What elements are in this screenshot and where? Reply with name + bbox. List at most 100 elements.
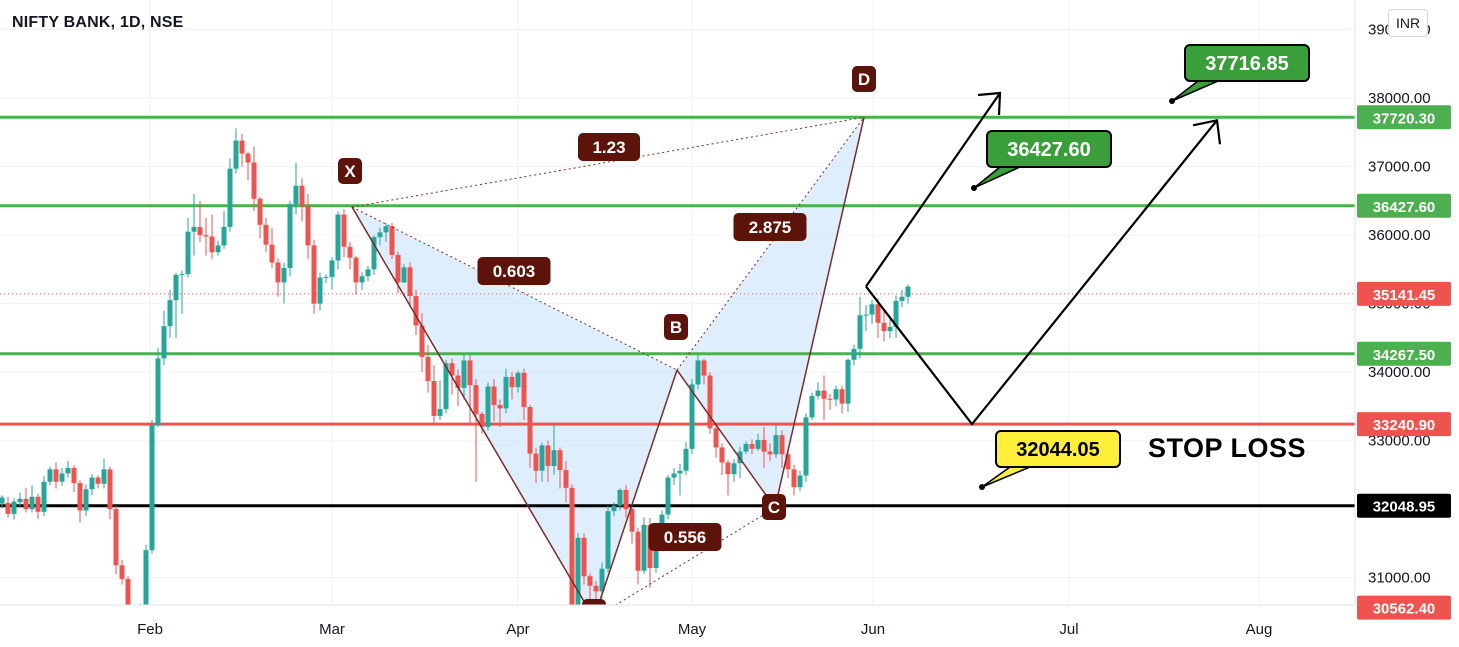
candle-body xyxy=(431,381,437,416)
svg-text:X: X xyxy=(344,162,356,181)
svg-text:35141.45: 35141.45 xyxy=(1373,287,1436,304)
price-callouts: 37716.85 36427.60 32044.05 xyxy=(971,44,1310,490)
harmonic-pattern-lines xyxy=(351,116,865,619)
candle-body xyxy=(875,304,881,323)
candle-body xyxy=(173,274,179,301)
candle-body xyxy=(89,477,95,490)
candle-body xyxy=(395,254,401,283)
candle-body xyxy=(83,489,89,511)
pattern-point-b: B xyxy=(664,314,688,340)
candle-body xyxy=(257,198,263,225)
svg-text:36427.60: 36427.60 xyxy=(1007,139,1090,161)
candle-body xyxy=(149,425,155,551)
candle-body xyxy=(47,469,53,482)
candle-body xyxy=(5,502,11,514)
chart-title: NIFTY BANK, 1D, NSE xyxy=(12,14,184,31)
candle-body xyxy=(245,153,251,163)
candle-body xyxy=(353,257,359,283)
candle-body xyxy=(485,386,491,427)
candle-body xyxy=(467,360,473,386)
candle-body xyxy=(233,140,239,169)
candle-body xyxy=(707,375,713,429)
candle-body xyxy=(401,267,407,283)
price-tick-label: 31000.00 xyxy=(1368,570,1431,587)
candle-body xyxy=(671,473,677,478)
svg-text:32048.95: 32048.95 xyxy=(1373,499,1436,516)
candle-body xyxy=(269,244,275,263)
candle-body xyxy=(521,372,527,408)
candle-body xyxy=(23,498,29,510)
candle-body xyxy=(755,439,761,449)
candle-body xyxy=(191,226,197,232)
candle-body xyxy=(641,524,647,571)
candle-body xyxy=(341,214,347,247)
candle-body xyxy=(239,140,245,154)
candle-body xyxy=(461,360,467,388)
price-tick-label: 33000.00 xyxy=(1368,433,1431,450)
pattern-point-d: D xyxy=(852,66,876,92)
candle-body xyxy=(479,413,485,427)
candle-body xyxy=(143,550,149,608)
candle-body xyxy=(497,404,503,409)
candle-body xyxy=(203,235,209,237)
candle-body xyxy=(905,286,911,297)
price-tick-label: 36000.00 xyxy=(1368,227,1431,244)
price-tick-label: 34000.00 xyxy=(1368,364,1431,381)
candle-body xyxy=(539,445,545,471)
candle-body xyxy=(791,469,797,488)
candle-body xyxy=(299,185,305,207)
candle-body xyxy=(839,389,845,404)
candle-body xyxy=(323,276,329,278)
candle-body xyxy=(629,509,635,532)
candle-body xyxy=(101,469,107,484)
candle-body xyxy=(599,568,605,592)
pattern-ratio-line xyxy=(593,507,776,619)
candle-body xyxy=(305,206,311,246)
candle-body xyxy=(797,475,803,488)
candle-body xyxy=(749,444,755,449)
time-tick-label: Jul xyxy=(1059,621,1078,638)
projection-arrows xyxy=(865,91,1222,426)
ratio-label: 1.23 xyxy=(578,133,640,161)
candle-body xyxy=(0,497,5,504)
stop-loss-annotation: STOP LOSS xyxy=(1148,433,1307,463)
candle-body xyxy=(125,578,131,612)
candle-body xyxy=(383,226,389,233)
svg-text:0.603: 0.603 xyxy=(493,262,536,281)
svg-text:30562.40: 30562.40 xyxy=(1373,601,1436,618)
candle-body xyxy=(611,505,617,512)
pattern-point-c: C xyxy=(762,494,786,520)
candle-body xyxy=(389,226,395,255)
time-tick-label: Mar xyxy=(319,621,345,638)
time-tick-label: Aug xyxy=(1246,621,1273,638)
candle-body xyxy=(287,204,293,268)
svg-text:37716.85: 37716.85 xyxy=(1205,53,1288,75)
svg-text:0.556: 0.556 xyxy=(664,528,707,547)
candle-body xyxy=(167,300,173,327)
candle-body xyxy=(773,435,779,455)
pattern-leg xyxy=(774,117,865,508)
candle-body xyxy=(605,511,611,569)
candle-body xyxy=(635,531,641,571)
svg-text:33240.90: 33240.90 xyxy=(1373,417,1436,434)
candle-body xyxy=(335,214,341,261)
candle-body xyxy=(785,454,791,470)
candle-body xyxy=(689,384,695,449)
candle-body xyxy=(527,407,533,454)
candle-body xyxy=(851,348,857,360)
candle-body xyxy=(617,489,623,506)
candle-body xyxy=(761,439,767,452)
candle-body xyxy=(437,409,443,416)
candle-body xyxy=(803,417,809,476)
candle-body xyxy=(515,372,521,388)
currency-button[interactable]: INR xyxy=(1388,9,1428,37)
candle-body xyxy=(449,363,455,376)
candle-body xyxy=(695,360,701,385)
candle-body xyxy=(407,267,413,297)
candle-body xyxy=(425,357,431,382)
candle-body xyxy=(593,585,599,592)
time-axis[interactable]: Feb Mar Apr May Jun Jul Aug xyxy=(137,621,1272,638)
candle-body xyxy=(119,565,125,579)
candle-body xyxy=(575,537,581,608)
